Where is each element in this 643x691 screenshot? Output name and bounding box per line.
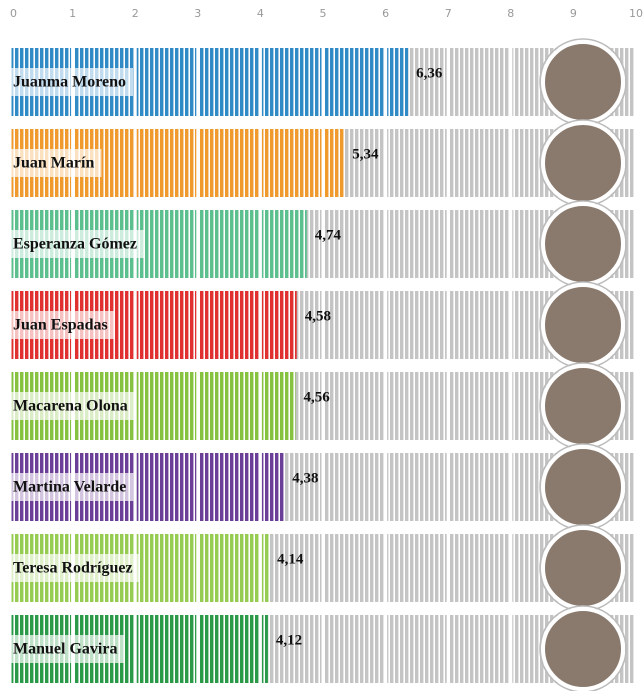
value-label: 6,36 [416, 65, 443, 81]
x-tick-label: 9 [570, 7, 577, 20]
photo [543, 528, 623, 608]
x-tick-label: 7 [445, 7, 452, 20]
value-label: 4,14 [277, 551, 304, 567]
category-label: Esperanza Gómez [13, 236, 137, 253]
x-tick-label: 2 [132, 7, 139, 20]
category-label: Manuel Gavira [13, 641, 117, 658]
category-label: Juan Espadas [13, 317, 108, 334]
category-label: Martina Velarde [13, 479, 126, 496]
category-label: Juan Marín [13, 155, 94, 172]
category-label: Juanma Moreno [13, 74, 126, 91]
x-tick-label: 6 [382, 7, 389, 20]
photo [543, 366, 623, 446]
category-label: Macarena Olona [13, 398, 128, 415]
photo [543, 204, 623, 284]
photo [543, 123, 623, 203]
photo [543, 609, 623, 689]
chart: 0 1 2 3 4 5 6 7 8 9 10 Juanma Moreno 6,36 Juan Marín 5… [0, 0, 643, 691]
value-label: 4,38 [292, 470, 318, 486]
value-label: 4,12 [276, 632, 302, 648]
x-tick-label: 1 [69, 7, 76, 20]
value-label: 4,74 [315, 227, 342, 243]
x-tick-label: 3 [194, 7, 201, 20]
photo [543, 42, 623, 122]
value-label: 4,58 [305, 308, 331, 324]
photo [543, 285, 623, 365]
x-tick-label: 8 [507, 7, 514, 20]
x-tick-label: 5 [320, 7, 327, 20]
value-label: 5,34 [352, 146, 379, 162]
category-label: Teresa Rodríguez [13, 560, 133, 577]
x-tick-label: 0 [10, 7, 17, 20]
value-label: 4,56 [303, 389, 330, 405]
x-tick-label: 10 [629, 7, 643, 20]
photo [543, 447, 623, 527]
x-tick-label: 4 [257, 7, 264, 20]
